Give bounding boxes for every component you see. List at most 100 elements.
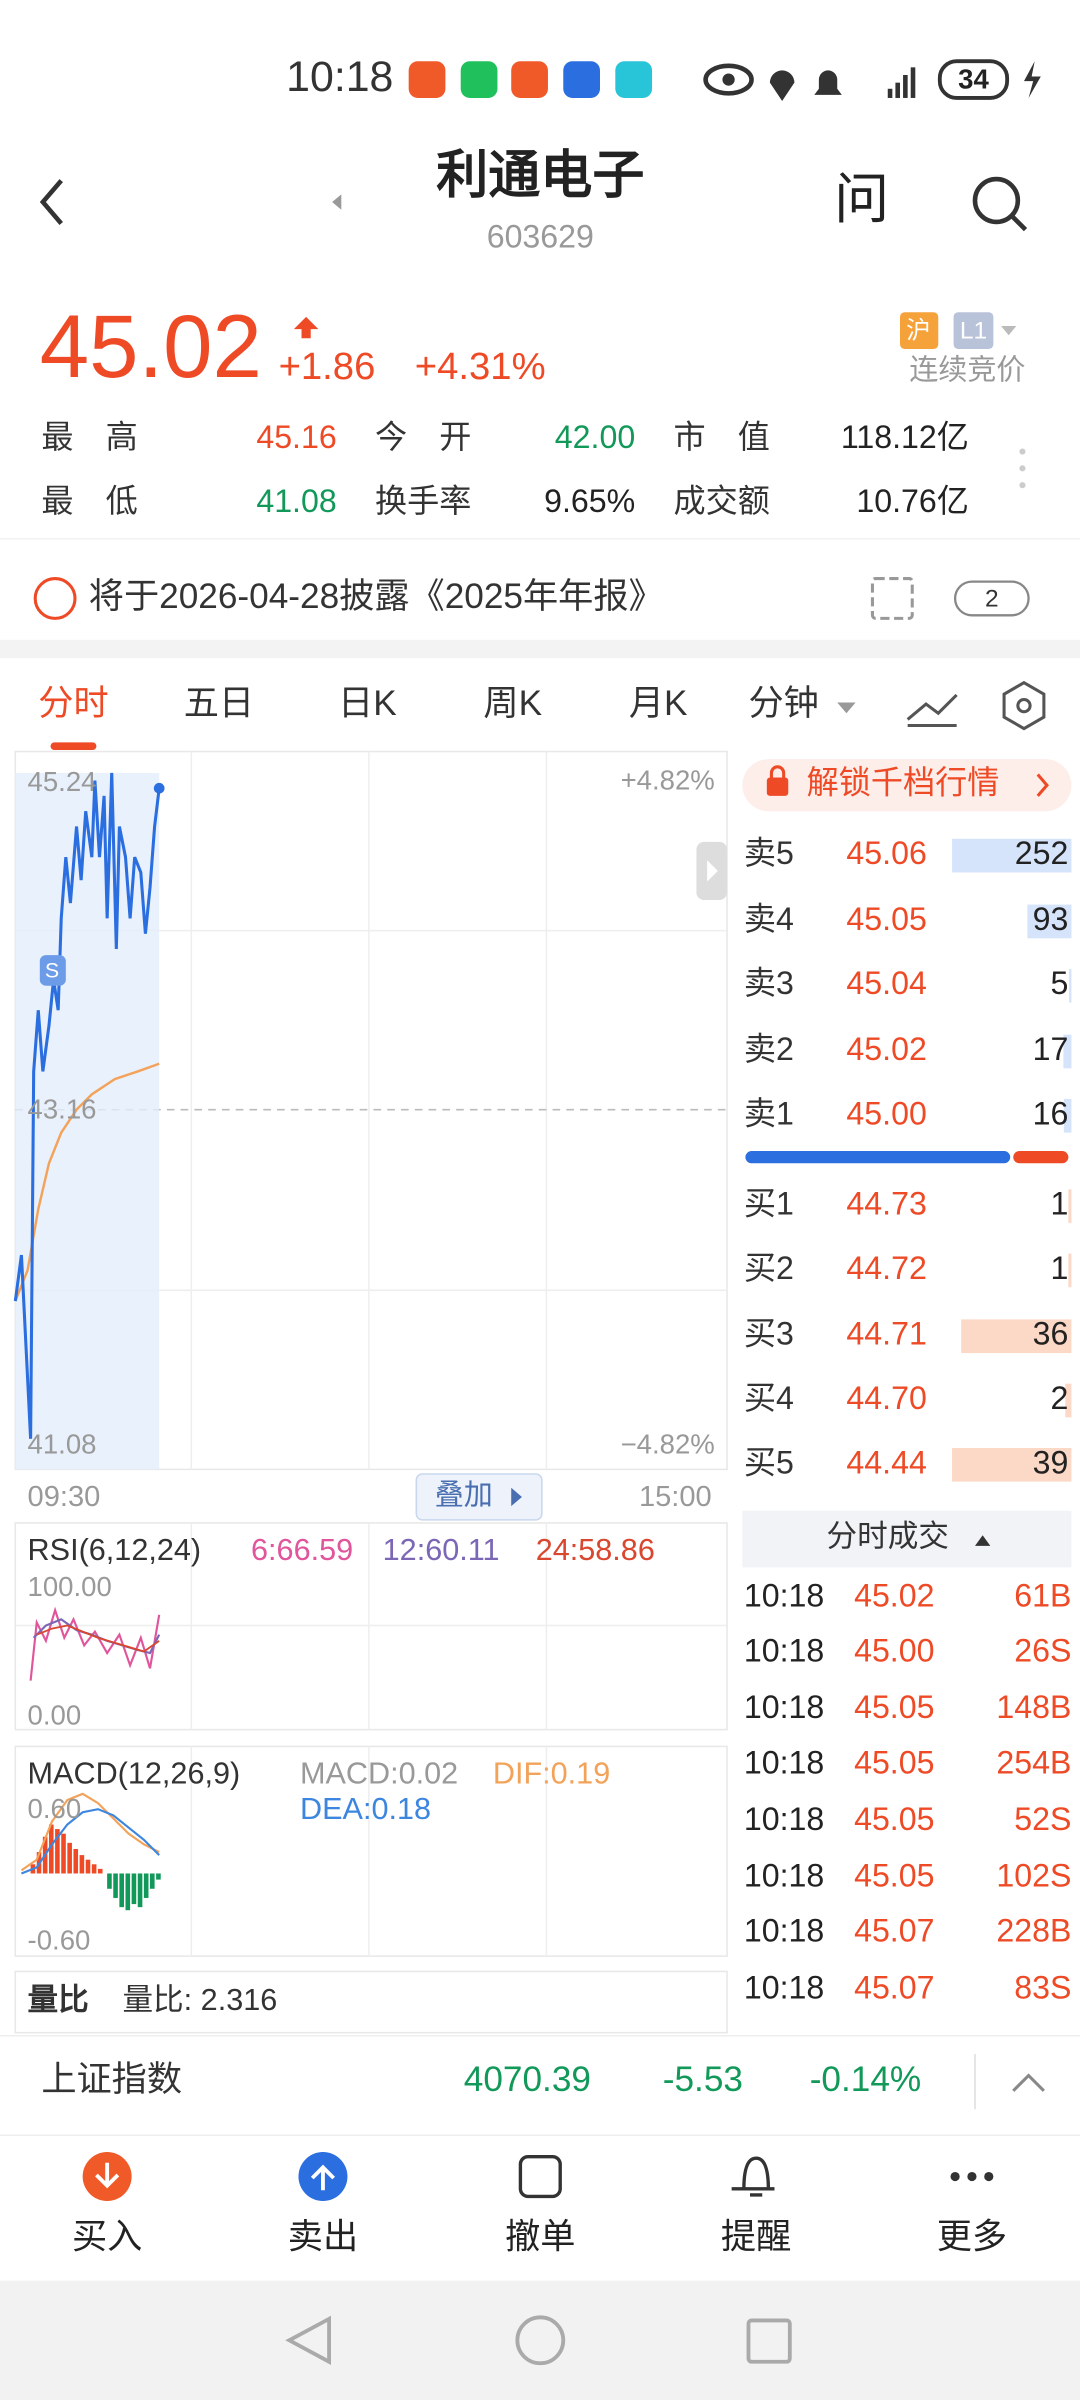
- tab[interactable]: 分时: [38, 684, 108, 723]
- high-label: 45.24: [28, 766, 97, 797]
- trade-price: 45.05: [854, 1858, 934, 1894]
- trade-price: 45.05: [854, 1801, 934, 1837]
- rsi24: 24:58.86: [536, 1533, 655, 1567]
- market-badge: 沪: [906, 317, 930, 345]
- book-volume: 36: [1033, 1316, 1069, 1352]
- depth-bar: [1063, 1098, 1072, 1133]
- price-area: [15, 772, 160, 1470]
- notice-text[interactable]: 将于2026-04-28披露《2025年年报》: [89, 577, 664, 616]
- lock-shackle: [769, 765, 786, 778]
- nav-label[interactable]: 买入: [72, 2218, 142, 2257]
- battery-level: 34: [958, 63, 989, 94]
- stat-value: 9.65%: [544, 483, 635, 519]
- trading-state: 连续竞价: [909, 354, 1025, 387]
- stock-code: 603629: [487, 218, 594, 254]
- trade-volume: 83S: [1014, 1969, 1071, 2005]
- tab[interactable]: 五日: [184, 684, 254, 723]
- add-watch-icon[interactable]: [870, 577, 914, 620]
- start-time: 09:30: [28, 1481, 101, 1513]
- minute-dropdown[interactable]: [837, 702, 856, 714]
- trade-price: 45.05: [854, 1689, 934, 1725]
- book-price: 45.00: [846, 1095, 926, 1131]
- price-change: +1.86: [279, 345, 376, 388]
- more-icon[interactable]: [950, 2171, 994, 2182]
- book-volume: 39: [1033, 1444, 1069, 1480]
- book-volume: 252: [1015, 835, 1069, 871]
- rsi12: 12:60.11: [383, 1533, 500, 1567]
- rsi-grid: [15, 1522, 728, 1730]
- index-change-pct: -0.14%: [810, 2060, 922, 2099]
- trade-volume: 102S: [996, 1858, 1071, 1894]
- trades-header: [742, 1510, 1072, 1568]
- book-price: 44.72: [846, 1250, 926, 1286]
- unlock-button[interactable]: [742, 759, 1072, 812]
- macd-min: -0.60: [28, 1925, 91, 1956]
- alert-icon[interactable]: [731, 2156, 775, 2197]
- stat-value: 42.00: [555, 419, 635, 455]
- ask-button[interactable]: 问: [834, 168, 889, 230]
- macd-title[interactable]: MACD(12,26,9): [28, 1757, 241, 1791]
- search-button[interactable]: [972, 176, 1021, 225]
- volume-ratio-title[interactable]: 量比: [28, 1983, 89, 2017]
- nav-label[interactable]: 卖出: [288, 2218, 358, 2257]
- last-price: 45.02: [40, 297, 262, 396]
- home-key[interactable]: [515, 2315, 566, 2366]
- tab[interactable]: 月K: [629, 684, 688, 723]
- settings-icon[interactable]: [1002, 680, 1046, 731]
- book-volume: 93: [1033, 901, 1069, 937]
- rsi-title[interactable]: RSI(6,12,24): [28, 1533, 202, 1567]
- book-price: 44.73: [846, 1186, 926, 1222]
- overlay-button[interactable]: [415, 1473, 543, 1521]
- stat-value: 45.16: [256, 419, 336, 455]
- status-icons: [703, 59, 1041, 102]
- price-change-pct: +4.31%: [415, 345, 546, 388]
- prev-stock[interactable]: [332, 194, 342, 210]
- macd-grid: [190, 1746, 548, 1957]
- tab[interactable]: 周K: [483, 684, 542, 723]
- search-handle: [1010, 214, 1028, 232]
- book-volume: 1: [1050, 1186, 1068, 1222]
- notice-icon: [33, 577, 77, 620]
- index-change: -5.53: [663, 2060, 743, 2099]
- unlock-arrow: [1036, 773, 1049, 797]
- trade-time: 10:18: [744, 1689, 824, 1725]
- end-time: 15:00: [639, 1481, 712, 1513]
- index-name[interactable]: 上证指数: [41, 2060, 182, 2099]
- more-dots[interactable]: [1019, 448, 1026, 489]
- cancel-icon[interactable]: [518, 2154, 562, 2199]
- nav-label[interactable]: 更多: [937, 2218, 1007, 2257]
- stat-label: 市 值: [673, 419, 769, 455]
- dif-line: [20, 1792, 160, 1872]
- stat-value: 118.12亿: [841, 419, 969, 455]
- indicator-icon[interactable]: [906, 693, 958, 728]
- book-label: 卖2: [744, 1031, 794, 1067]
- depth-bar: [1027, 904, 1072, 939]
- tab[interactable]: 日K: [338, 684, 397, 723]
- book-price: 44.44: [846, 1444, 926, 1480]
- book-label: 买2: [744, 1250, 794, 1286]
- rsi-max: 100.00: [28, 1571, 112, 1602]
- up-arrow: [293, 316, 319, 339]
- notice-count-pill[interactable]: [953, 580, 1030, 617]
- trade-price: 45.02: [854, 1577, 934, 1613]
- macd-value: MACD:0.02: [300, 1757, 458, 1791]
- lock-icon: [766, 777, 789, 796]
- dif-value: DIF:0.19: [493, 1757, 610, 1791]
- expand-arrow[interactable]: [1012, 2073, 1045, 2092]
- nav-label[interactable]: 提醒: [721, 2218, 791, 2257]
- depth-bar: [1063, 1034, 1072, 1069]
- tab[interactable]: 分钟: [748, 684, 818, 723]
- back-key[interactable]: [285, 2315, 331, 2365]
- marker-badge: [39, 955, 66, 986]
- trade-price: 45.00: [854, 1633, 934, 1669]
- ask-ratio: [1013, 1151, 1069, 1164]
- trade-volume: 26S: [1014, 1633, 1071, 1669]
- book-price: 45.05: [846, 901, 926, 937]
- quote-badges: [900, 312, 1017, 349]
- back-button[interactable]: [39, 179, 63, 225]
- nav-label[interactable]: 撤单: [505, 2218, 575, 2257]
- book-price: 45.02: [846, 1031, 926, 1067]
- trade-price: 45.07: [854, 1969, 934, 2005]
- book-label: 卖1: [744, 1095, 794, 1131]
- recents-key[interactable]: [746, 2318, 792, 2364]
